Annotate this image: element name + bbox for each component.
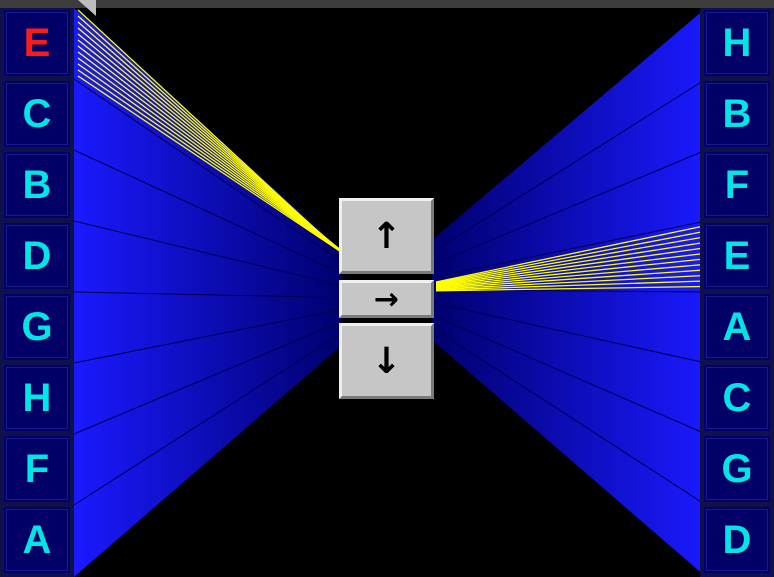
right-wall-divider: [431, 78, 707, 253]
right-wall-divider: [431, 220, 707, 278]
beam-ray: [435, 241, 705, 286]
left-wall-divider: [73, 320, 343, 435]
left-letter-tile[interactable]: G: [4, 294, 70, 360]
title-bar-notch: [78, 0, 96, 16]
beam-ray: [435, 258, 705, 288]
beam-ray: [435, 252, 705, 287]
beam-ray: [435, 269, 705, 290]
beam-ray: [435, 247, 705, 286]
left-wall-divider: [73, 220, 343, 287]
right-letter-tile[interactable]: B: [704, 81, 770, 147]
left-wall-dividers: [73, 78, 343, 506]
left-light-beam: [77, 9, 372, 273]
left-letter-tile[interactable]: D: [4, 223, 70, 289]
right-letter-tile[interactable]: F: [704, 152, 770, 218]
left-letter-tile[interactable]: B: [4, 152, 70, 218]
beam-ray: [435, 274, 705, 290]
right-wall-divider: [431, 149, 707, 266]
right-wall: [432, 8, 706, 577]
beam-ray: [435, 236, 705, 285]
left-letter-tile[interactable]: F: [4, 436, 70, 502]
beam-ray: [435, 280, 705, 291]
beam-ray: [77, 63, 366, 269]
beam-ray: [77, 69, 369, 271]
beam-ray: [77, 57, 363, 267]
right-letter-tile[interactable]: D: [704, 507, 770, 573]
left-wall-divider: [73, 332, 343, 506]
left-wall-divider: [73, 291, 343, 298]
right-wall-divider: [431, 302, 707, 364]
beam-ray: [435, 225, 705, 283]
left-letter-tile[interactable]: H: [4, 365, 70, 431]
beam-ray: [77, 75, 372, 273]
beam-ray: [435, 285, 705, 292]
beam-ray: [435, 230, 705, 284]
right-wall-divider: [431, 327, 707, 506]
beam-ray: [435, 263, 705, 289]
left-letter-tile[interactable]: A: [4, 507, 70, 573]
arrow-down-icon: ↓: [371, 340, 402, 382]
right-letter-tile[interactable]: H: [704, 10, 770, 76]
left-wall: [74, 8, 342, 577]
right-letter-tile[interactable]: G: [704, 436, 770, 502]
right-letter-tile[interactable]: A: [704, 294, 770, 360]
right-letter-tile[interactable]: C: [704, 365, 770, 431]
move-down-button[interactable]: ↓: [339, 323, 434, 399]
beam-ray: [77, 51, 360, 265]
left-wall-divider: [73, 308, 343, 364]
right-light-beam: [435, 225, 705, 292]
left-wall-divider: [73, 149, 343, 275]
left-letter-tile[interactable]: C: [4, 81, 70, 147]
left-letter-tile[interactable]: E: [4, 10, 70, 76]
arrow-up-icon: ↑: [371, 215, 402, 257]
move-up-button[interactable]: ↑: [339, 198, 434, 274]
left-wall-divider: [73, 78, 343, 263]
right-wall-divider: [431, 314, 707, 435]
title-bar: [0, 0, 774, 8]
right-letter-tile[interactable]: E: [704, 223, 770, 289]
arrow-right-icon: →: [373, 281, 400, 317]
move-right-button[interactable]: →: [339, 280, 434, 318]
